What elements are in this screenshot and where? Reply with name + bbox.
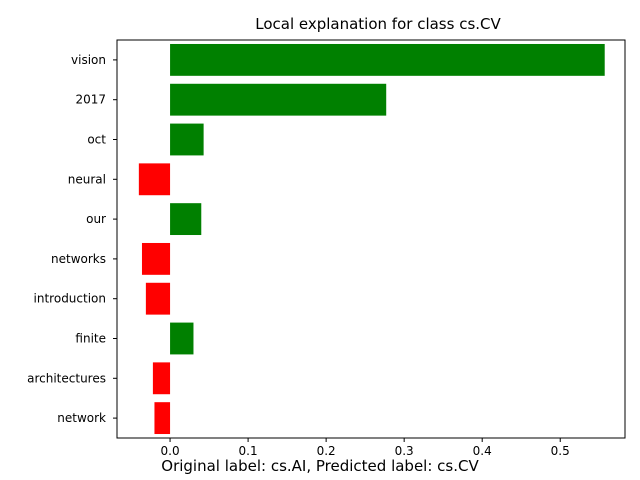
chart-title: Local explanation for class cs.CV [255,15,501,33]
bar-architectures [152,362,171,395]
y-tick-label: finite [75,332,106,346]
y-tick-label: our [86,212,106,226]
x-tick-label: 0.1 [239,444,258,458]
y-tick-label: introduction [34,292,106,306]
bars-layer [138,43,605,435]
y-tick-label: network [57,411,106,425]
axes-layer: vision 2017 oct neural our networks introducti… [27,39,626,458]
x-tick-label: 0.2 [317,444,336,458]
bar-oct [170,123,204,156]
x-tick-label: 0.4 [473,444,492,458]
bar-networks [141,242,171,275]
bar-2017 [170,83,387,116]
bar-finite [170,322,194,355]
x-tick-label: 0.3 [395,444,414,458]
y-tick-label: 2017 [75,93,106,107]
y-tick-label: networks [51,252,106,266]
x-tick-label: 0.5 [551,444,570,458]
bar-introduction [145,282,171,315]
y-tick-label: oct [87,133,106,147]
bar-our [170,203,202,236]
x-tick-label: 0.0 [161,444,180,458]
bar-neural [138,163,171,196]
y-tick-label: architectures [27,371,106,385]
bar-network [154,402,171,435]
chart-caption: Original label: cs.AI, Predicted label: … [161,457,479,475]
bar-vision [170,43,605,76]
y-tick-label: neural [68,172,106,186]
plot-frame [116,39,626,439]
y-tick-label: vision [71,53,106,67]
